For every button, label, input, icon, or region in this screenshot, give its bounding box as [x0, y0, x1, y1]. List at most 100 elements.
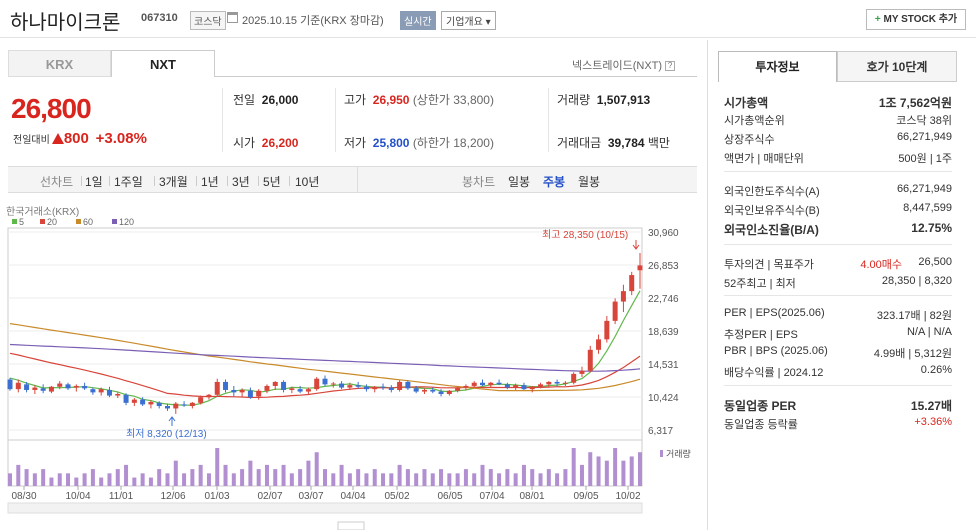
market-badge: 코스닥	[190, 11, 226, 30]
candle-chart-label: 봉차트	[462, 175, 496, 189]
candle-body	[214, 381, 220, 395]
volume-bar	[132, 477, 137, 486]
line-chart-label: 선차트	[40, 175, 74, 189]
candle-body	[363, 386, 369, 390]
add-my-stock-button[interactable]: + MY STOCK 추가	[866, 9, 966, 30]
candle-body	[123, 394, 129, 403]
invest-row-label: PER | EPS(2025.06)	[724, 307, 825, 319]
period-1d[interactable]: 1일	[85, 175, 103, 189]
row-divider	[724, 295, 952, 296]
help-icon[interactable]: ?	[665, 61, 676, 72]
company-info-dropdown[interactable]: 기업개요 ▾	[441, 11, 496, 30]
calendar-icon	[227, 12, 238, 23]
candle-body	[538, 384, 544, 387]
tab-orderbook[interactable]: 호가 10단계	[837, 51, 957, 82]
candle-body	[571, 373, 577, 383]
candle-monthly[interactable]: 월봉	[578, 175, 601, 189]
tab-invest-info[interactable]: 투자정보	[718, 51, 837, 82]
volume-bar	[356, 469, 361, 486]
candle-body	[156, 402, 162, 407]
candle-body	[239, 389, 245, 393]
volume-bar	[480, 464, 485, 486]
volume-bar	[165, 473, 170, 486]
candle-body	[554, 381, 560, 384]
invest-row-label: 투자의견 | 목표주가	[724, 259, 814, 271]
candle-body	[65, 384, 71, 389]
price-change: 전일대비 800 +3.08%	[13, 130, 147, 147]
volume-bar	[82, 473, 87, 486]
period-3m[interactable]: 3개월	[159, 175, 188, 189]
y-tick-label: 30,960	[648, 228, 679, 239]
candle-body	[388, 387, 394, 390]
nextrade-link[interactable]: 넥스트레이드(NXT)?	[572, 57, 676, 73]
period-10y[interactable]: 10년	[295, 175, 320, 189]
period-5y[interactable]: 5년	[263, 175, 281, 189]
volume-bar	[555, 473, 560, 486]
volume-bar	[439, 469, 444, 486]
volume-bar	[613, 448, 618, 486]
invest-row-label: 추정PER | EPS	[724, 329, 798, 341]
invest-row-value: 323.17배 | 82원	[876, 310, 952, 322]
x-tick-label: 05/02	[384, 491, 409, 502]
y-tick-label: 14,531	[648, 360, 679, 371]
candle-body	[355, 385, 361, 387]
plot-frame	[7, 227, 643, 441]
candle-body	[322, 378, 328, 385]
candle-body	[247, 390, 253, 398]
candle-body	[421, 389, 427, 392]
candle-body	[488, 382, 494, 386]
candlestick-chart[interactable]: 30,960 26,853 22,746 18,639 14,531 10,424 6,31…	[0, 200, 700, 530]
tab-nxt[interactable]: NXT	[111, 50, 215, 77]
volume-bar	[24, 469, 29, 486]
open-price: 시가 26,200	[233, 136, 299, 150]
volume-bar	[107, 473, 112, 486]
candle-body	[612, 301, 618, 321]
volume: 거래량 1,507,913	[557, 93, 651, 107]
low-arrow-head	[168, 416, 176, 422]
invest-row-value: +3.36%	[914, 416, 952, 428]
y-tick-label: 26,853	[648, 261, 679, 272]
candle-body	[521, 385, 527, 390]
volume-bar	[372, 469, 377, 486]
candle-weekly[interactable]: 주봉	[543, 175, 566, 189]
invest-row-label: 52주최고 | 최저	[724, 278, 796, 290]
candle-body	[305, 389, 311, 392]
price-chart[interactable]: 30,960 26,853 22,746 18,639 14,531 10,424 6,31…	[0, 200, 700, 530]
ma-line-120	[9, 343, 641, 372]
volume-bar	[16, 464, 21, 486]
volume-bar	[364, 473, 369, 486]
row-divider	[724, 171, 952, 172]
volume-bar	[331, 473, 336, 486]
candle-body	[48, 386, 54, 392]
realtime-button[interactable]: 실시간	[400, 11, 436, 30]
candle-body	[413, 388, 419, 392]
volume-bar	[414, 473, 419, 486]
tab-krx[interactable]: KRX	[8, 50, 111, 77]
volume-bar	[190, 469, 195, 486]
candle-body	[173, 403, 179, 409]
volume-bar	[579, 464, 584, 486]
invest-row-label: 동일업종 등락률	[724, 419, 798, 431]
chart-resize-handle	[337, 521, 365, 530]
volume-bar	[49, 477, 54, 486]
period-3y[interactable]: 3년	[232, 175, 250, 189]
volume-bar	[41, 469, 46, 486]
invest-row-value: 4.99배 | 5,312원	[873, 348, 952, 360]
volume-bar	[521, 464, 526, 486]
volume-bar	[148, 477, 153, 486]
candle-body	[57, 383, 63, 387]
x-tick-label: 08/30	[11, 491, 36, 502]
volume-bar	[397, 464, 402, 486]
candle-body	[32, 387, 38, 390]
period-1w[interactable]: 1주일	[114, 175, 143, 189]
period-1y[interactable]: 1년	[201, 175, 219, 189]
invest-row-value: 15.27배	[910, 399, 952, 413]
candle-body	[206, 394, 212, 398]
ma-legend-swatch	[12, 219, 17, 224]
candle-daily[interactable]: 일봉	[508, 175, 531, 189]
volume-bar	[339, 464, 344, 486]
candle-body	[347, 385, 353, 388]
candle-body	[198, 397, 204, 403]
x-tick-label: 08/01	[519, 491, 544, 502]
volume-bar	[546, 469, 551, 486]
